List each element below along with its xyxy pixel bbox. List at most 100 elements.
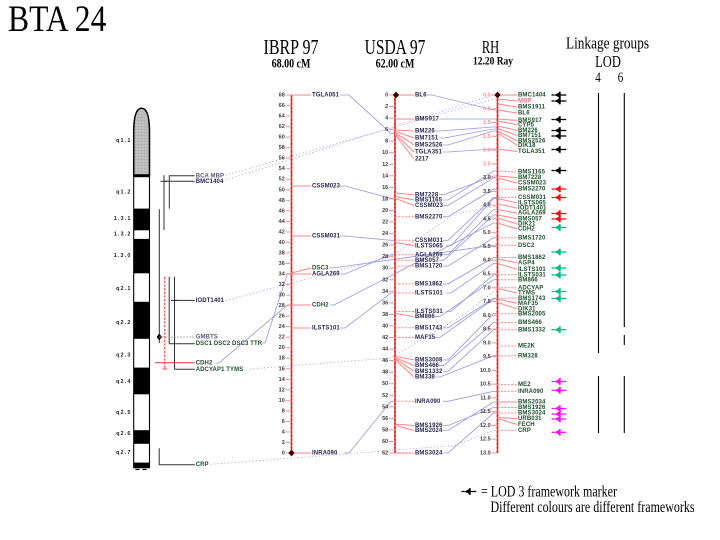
svg-text:3.5: 3.5: [483, 189, 491, 195]
svg-text:BMS1165: BMS1165: [518, 170, 546, 176]
svg-text:26: 26: [382, 243, 388, 249]
svg-text:7.5: 7.5: [483, 299, 491, 305]
svg-text:DIK18: DIK18: [518, 143, 536, 149]
svg-text:TGLA351: TGLA351: [415, 150, 443, 156]
svg-text:24: 24: [382, 231, 389, 237]
svg-text:INRA090: INRA090: [312, 451, 338, 457]
svg-text:14: 14: [382, 173, 389, 179]
svg-text:50: 50: [279, 187, 285, 193]
svg-text:BMS466: BMS466: [415, 363, 440, 369]
svg-text:12: 12: [382, 162, 388, 168]
svg-text:48: 48: [382, 370, 388, 376]
svg-text:CYP5: CYP5: [518, 122, 535, 128]
svg-text:0.5: 0.5: [483, 106, 491, 112]
svg-text:11.0: 11.0: [480, 395, 490, 401]
svg-text:IBRP 97: IBRP 97: [264, 36, 319, 60]
svg-text:ADCYAP1 TYMS: ADCYAP1 TYMS: [196, 367, 244, 373]
svg-text:AGP4: AGP4: [518, 260, 535, 266]
svg-text:2.0: 2.0: [483, 148, 491, 154]
svg-text:q1.2: q1.2: [116, 189, 131, 195]
svg-text:16: 16: [279, 366, 285, 372]
svg-text:BMS1332: BMS1332: [415, 369, 443, 375]
svg-text:22: 22: [382, 219, 388, 225]
svg-text:q2.2: q2.2: [116, 320, 131, 326]
svg-text:11.5: 11.5: [480, 409, 490, 415]
svg-text:USDA 97: USDA 97: [365, 36, 426, 59]
svg-text:INRA090: INRA090: [518, 389, 544, 395]
svg-text:4: 4: [595, 68, 601, 85]
svg-text:BTA 24: BTA 24: [8, 0, 106, 40]
svg-text:4.0: 4.0: [483, 203, 491, 209]
svg-text:42: 42: [382, 335, 388, 341]
svg-text:36: 36: [279, 261, 285, 267]
svg-text:CDH2: CDH2: [518, 226, 535, 232]
svg-text:62.00 cM: 62.00 cM: [376, 56, 415, 71]
svg-text:68.00 cM: 68.00 cM: [272, 56, 311, 71]
svg-text:4.5: 4.5: [483, 216, 491, 222]
svg-text:FECH: FECH: [518, 422, 535, 428]
svg-text:TGLA351: TGLA351: [518, 149, 546, 155]
svg-text:1.3.1: 1.3.1: [114, 216, 132, 222]
svg-text:58: 58: [382, 427, 388, 433]
svg-text:60: 60: [279, 135, 285, 141]
svg-text:ILSTS101: ILSTS101: [312, 326, 340, 332]
svg-text:BM866: BM866: [415, 314, 435, 320]
svg-text:6: 6: [618, 68, 624, 85]
svg-text:46: 46: [382, 358, 388, 364]
svg-text:30: 30: [279, 293, 285, 299]
svg-text:BMS1862: BMS1862: [518, 255, 546, 261]
svg-text:AGLA269: AGLA269: [415, 252, 443, 258]
svg-text:BMC1404: BMC1404: [196, 179, 224, 185]
svg-text:Linkage groups: Linkage groups: [566, 35, 649, 53]
svg-text:7.0: 7.0: [483, 285, 491, 291]
svg-text:BMS1332: BMS1332: [518, 327, 546, 333]
svg-text:INRA090: INRA090: [415, 399, 441, 405]
svg-text:56: 56: [382, 416, 388, 422]
svg-text:6: 6: [282, 419, 285, 425]
svg-text:20: 20: [279, 345, 285, 351]
svg-text:BMS3024: BMS3024: [415, 451, 443, 457]
svg-text:ILSTS065: ILSTS065: [518, 201, 546, 207]
svg-text:32: 32: [279, 282, 285, 288]
svg-text:= LOD 3 framework marker: = LOD 3 framework marker: [481, 483, 617, 501]
svg-text:68: 68: [279, 92, 285, 98]
svg-text:0.0: 0.0: [483, 92, 491, 98]
svg-text:DSC1 DSC2 DSC3 TTR: DSC1 DSC2 DSC3 TTR: [196, 341, 263, 347]
svg-text:12.20 Ray: 12.20 Ray: [473, 55, 514, 68]
svg-text:BMS3008: BMS3008: [415, 357, 443, 363]
svg-text:60: 60: [382, 439, 388, 445]
svg-text:2217: 2217: [415, 157, 429, 163]
svg-text:18: 18: [382, 196, 388, 202]
svg-text:BMS057: BMS057: [518, 216, 543, 222]
svg-text:28: 28: [279, 303, 285, 309]
svg-text:DIK21: DIK21: [518, 221, 536, 227]
svg-text:8: 8: [282, 408, 285, 414]
svg-text:CRP: CRP: [518, 428, 531, 434]
svg-text:BMS057: BMS057: [415, 258, 440, 264]
svg-text:56: 56: [279, 156, 285, 162]
svg-text:12: 12: [279, 387, 285, 393]
svg-text:BM7151: BM7151: [415, 136, 439, 142]
svg-text:8.5: 8.5: [483, 327, 491, 333]
svg-text:4: 4: [282, 429, 286, 435]
svg-text:13.0: 13.0: [480, 450, 491, 456]
svg-text:MAF35: MAF35: [415, 335, 436, 341]
svg-text:ADCYAP: ADCYAP: [518, 285, 543, 291]
svg-text:64: 64: [279, 114, 286, 120]
svg-text:BM226: BM226: [518, 128, 538, 134]
svg-text:44: 44: [279, 219, 286, 225]
svg-text:4: 4: [385, 116, 389, 122]
svg-text:14: 14: [279, 377, 286, 383]
svg-text:BMS1165: BMS1165: [415, 198, 443, 204]
svg-text:10.5: 10.5: [480, 382, 491, 388]
svg-text:BMS2526: BMS2526: [518, 138, 546, 144]
svg-text:DIK31: DIK31: [518, 306, 536, 312]
svg-text:BM226: BM226: [415, 129, 435, 135]
svg-text:16: 16: [382, 185, 388, 191]
svg-text:1.3.2: 1.3.2: [114, 231, 132, 237]
svg-text:46: 46: [279, 208, 285, 214]
svg-text:8: 8: [385, 139, 388, 145]
svg-text:BMS1743: BMS1743: [415, 325, 443, 331]
svg-text:26: 26: [279, 314, 285, 320]
svg-text:54: 54: [279, 166, 286, 172]
